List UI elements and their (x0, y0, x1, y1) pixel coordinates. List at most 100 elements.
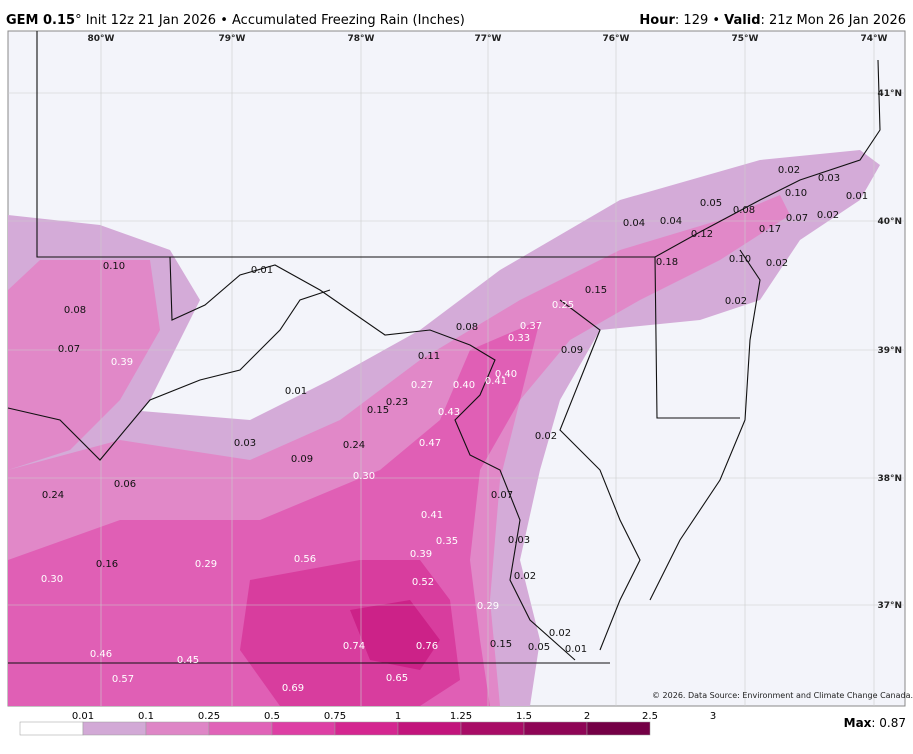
accumulation-label: 0.05 (700, 198, 722, 209)
accumulation-label: 0.76 (416, 641, 438, 652)
accumulation-label: 0.35 (436, 536, 458, 547)
accumulation-label: 0.01 (251, 265, 273, 276)
accumulation-label: 0.41 (421, 510, 443, 521)
latitude-label: 40°N (877, 217, 902, 227)
accumulation-label: 0.52 (412, 577, 434, 588)
accumulation-label: 0.01 (565, 644, 587, 655)
longitude-label: 76°W (603, 34, 630, 44)
colorbar-swatch (208, 721, 273, 736)
valid-value: : 21z Mon 26 Jan 2026 (761, 13, 906, 28)
credit: © 2026. Data Source: Environment and Cli… (652, 691, 913, 700)
longitude-label: 77°W (475, 34, 502, 44)
band-deepest (350, 600, 440, 670)
colorbar-swatch (460, 721, 525, 736)
max-title: Max (844, 716, 872, 730)
accumulation-label: 0.05 (528, 642, 550, 653)
colorbar-tick-label: 0.75 (324, 711, 346, 722)
accumulation-label: 0.39 (410, 549, 432, 560)
accumulation-label: 0.03 (234, 438, 256, 449)
accumulation-label: 0.24 (343, 440, 365, 451)
colorbar-swatch (82, 721, 147, 736)
longitude-label: 75°W (732, 34, 759, 44)
accumulation-label: 0.07 (786, 213, 808, 224)
colorbar-tick-label: 1.5 (516, 711, 532, 722)
accumulation-label: 0.47 (419, 438, 441, 449)
accumulation-label: 0.27 (411, 380, 433, 391)
colorbar-swatch (145, 721, 210, 736)
colorbar-tick-label: 1.25 (450, 711, 472, 722)
accumulation-label: 0.02 (725, 296, 747, 307)
subtitle: ° Init 12z 21 Jan 2026 • Accumulated Fre… (75, 13, 465, 28)
colorbar: 0.01 0.1 0.25 0.5 0.75 1 1.25 1.5 2 2.5 3 (19, 711, 716, 736)
colorbar-tick-label: 3 (710, 711, 716, 722)
accumulation-label: 0.18 (656, 257, 678, 268)
accumulation-label: 0.02 (778, 165, 800, 176)
accumulation-label: 0.41 (485, 376, 507, 387)
hour-label: Hour (639, 13, 675, 28)
accumulation-label: 0.24 (42, 490, 64, 501)
colorbar-swatch (19, 721, 84, 736)
accumulation-label: 0.30 (41, 574, 63, 585)
accumulation-label: 0.29 (477, 601, 499, 612)
graticule (8, 31, 905, 706)
accumulation-label: 0.03 (818, 173, 840, 184)
accumulation-label: 0.15 (585, 285, 607, 296)
colorbar-tick-label: 0.01 (72, 711, 94, 722)
shading (8, 150, 880, 706)
header-left: GEM 0.15° Init 12z 21 Jan 2026 • Accumul… (6, 13, 465, 28)
accumulation-label: 0.09 (291, 454, 313, 465)
accumulation-label: 0.65 (386, 673, 408, 684)
accumulation-label: 0.08 (64, 305, 86, 316)
colorbar-swatch (334, 721, 399, 736)
model: GEM 0.15 (6, 13, 75, 28)
accumulation-label: 0.40 (495, 369, 517, 380)
accumulation-label: 0.02 (514, 571, 536, 582)
max-label: Max: 0.87 (844, 716, 906, 730)
longitude-label: 74°W (861, 34, 888, 44)
accumulation-label: 0.06 (114, 479, 136, 490)
accumulation-label: 0.17 (759, 224, 781, 235)
accumulation-label: 0.09 (561, 345, 583, 356)
accumulation-label: 0.43 (438, 407, 460, 418)
boundaries (7, 31, 881, 664)
colorbar-tick-label: 0.25 (198, 711, 220, 722)
map: © 2026. Data Source: Environment and Cli… (7, 30, 913, 707)
accumulation-label: 0.07 (491, 490, 513, 501)
colorbar-swatch (397, 721, 462, 736)
band-deep (240, 560, 460, 706)
accumulation-label: 0.01 (285, 386, 307, 397)
latitude-label: 37°N (877, 601, 902, 611)
colorbar-tick-label: 0.1 (138, 711, 154, 722)
colorbar-tick-label: 1 (395, 711, 401, 722)
accumulation-label: 0.57 (112, 674, 134, 685)
latitude-label: 38°N (877, 474, 902, 484)
colorbar-tick-label: 2 (584, 711, 590, 722)
accumulation-label: 0.39 (111, 357, 133, 368)
accumulation-label: 0.30 (353, 471, 375, 482)
longitude-label: 79°W (219, 34, 246, 44)
longitude-label: 80°W (88, 34, 115, 44)
colorbar-tick-label: 2.5 (642, 711, 658, 722)
accumulation-label: 0.56 (294, 554, 316, 565)
accumulation-label: 0.16 (96, 559, 118, 570)
accumulation-label: 0.03 (508, 535, 530, 546)
max-value: : 0.87 (871, 716, 906, 730)
accumulation-label: 0.45 (177, 655, 199, 666)
accumulation-label: 0.25 (552, 300, 574, 311)
accumulation-label: 0.33 (508, 333, 530, 344)
latitude-label: 41°N (877, 89, 902, 99)
accumulation-label: 0.08 (456, 322, 478, 333)
accumulation-label: 0.15 (367, 405, 389, 416)
colorbar-swatch (271, 721, 336, 736)
longitude-label: 78°W (348, 34, 375, 44)
accumulation-label: 0.02 (766, 258, 788, 269)
latitude-label: 39°N (877, 346, 902, 356)
accumulation-label: 0.02 (817, 210, 839, 221)
accumulation-label: 0.11 (418, 351, 440, 362)
accumulation-label: 0.02 (535, 431, 557, 442)
colorbar-swatch (523, 721, 588, 736)
hour-value: : 129 • (675, 13, 724, 28)
accumulation-label: 0.29 (195, 559, 217, 570)
accumulation-label: 0.23 (386, 397, 408, 408)
